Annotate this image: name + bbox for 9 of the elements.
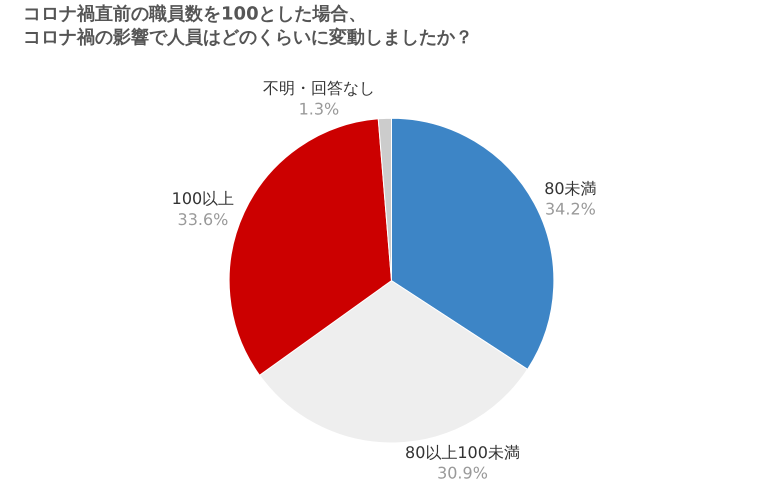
data-label: 34.2% [545,200,596,219]
slice-label: 80未満 [544,178,597,198]
data-label: 30.9% [437,464,488,483]
chart-title: コロナ禍直前の職員数を100とした場合、コロナ禍の影響で人員はどのくらいに変動しましたか？ [23,4,474,48]
slice-label: 100以上 [172,188,234,208]
data-label: 33.6% [178,210,228,229]
slice-label: 80以上100未満 [405,442,520,462]
slice-label: 不明・回答なし [262,78,375,98]
data-label: 1.3% [298,99,340,118]
